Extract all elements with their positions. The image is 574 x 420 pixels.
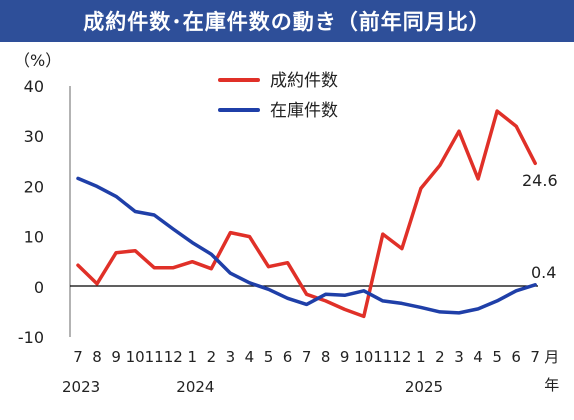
- chart-title: 成約件数･在庫件数の動き（前年同月比）: [0, 0, 574, 42]
- x-year-label: 2023: [62, 378, 100, 396]
- x-tick-label: 10: [126, 348, 145, 366]
- legend-label-inventory: 在庫件数: [270, 101, 338, 121]
- x-tick-label: 1: [416, 348, 426, 366]
- series-line-contracts: [76, 109, 537, 319]
- x-tick-label: 1: [188, 348, 198, 366]
- x-tick-label: 11: [373, 348, 392, 366]
- end-label-contracts: 24.6: [522, 171, 558, 190]
- y-axis-unit: （%）: [14, 51, 61, 70]
- x-tick-label: 12: [164, 348, 183, 366]
- x-tick-label: 2: [435, 348, 445, 366]
- x-tick-label: 10: [354, 348, 373, 366]
- x-tick-label: 11: [145, 348, 164, 366]
- x-tick-label: 7: [530, 348, 540, 366]
- x-tick-label: 6: [283, 348, 293, 366]
- y-tick-label: 30: [24, 127, 44, 146]
- x-year-label: 2024: [176, 378, 214, 396]
- y-tick-label: 0: [34, 278, 44, 297]
- x-tick-label: 4: [245, 348, 255, 366]
- y-tick-label: 40: [24, 77, 44, 96]
- x-unit-month: 月: [544, 348, 559, 366]
- x-tick-label: 7: [302, 348, 312, 366]
- x-tick-label: 4: [473, 348, 483, 366]
- x-year-label: 2025: [405, 378, 443, 396]
- series-lines: [76, 109, 537, 319]
- x-tick-label: 8: [321, 348, 331, 366]
- x-tick-label: 8: [92, 348, 102, 366]
- x-tick-label: 5: [492, 348, 502, 366]
- x-tick-label: 6: [511, 348, 521, 366]
- y-tick-label: -10: [18, 328, 44, 347]
- x-tick-label: 9: [111, 348, 121, 366]
- x-tick-label: 12: [392, 348, 411, 366]
- legend: 成約件数 在庫件数: [218, 71, 338, 121]
- legend-label-contracts: 成約件数: [270, 71, 338, 91]
- y-tick-labels: 40 30 20 10 0 -10: [18, 77, 44, 347]
- series-line-inventory: [76, 176, 537, 315]
- x-tick-label: 5: [264, 348, 274, 366]
- y-tick-label: 10: [24, 228, 44, 247]
- end-label-inventory: 0.4: [531, 263, 556, 282]
- x-tick-label: 3: [454, 348, 464, 366]
- x-tick-label: 3: [226, 348, 236, 366]
- x-unit-year: 年: [544, 376, 559, 394]
- x-tick-label: 2: [207, 348, 217, 366]
- y-tick-label: 20: [24, 177, 44, 196]
- x-tick-label: 7: [73, 348, 83, 366]
- x-tick-label: 9: [340, 348, 350, 366]
